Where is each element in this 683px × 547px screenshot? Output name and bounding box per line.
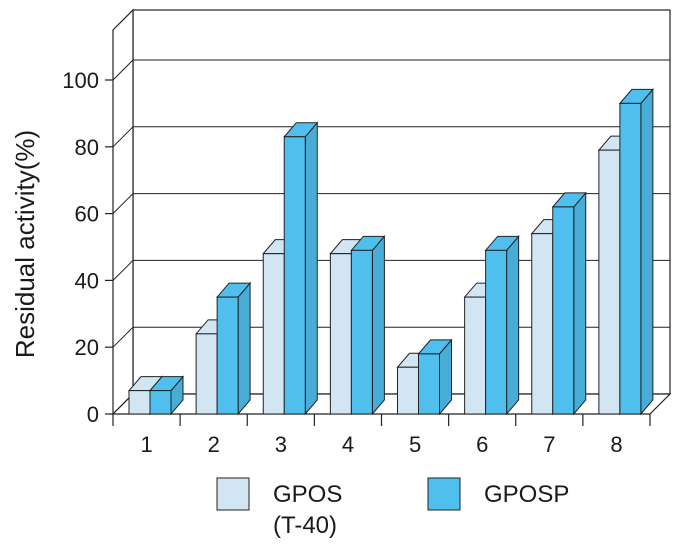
x-tick-label: 4: [342, 432, 354, 457]
gridline-side: [112, 193, 134, 214]
x-tick-label: 6: [476, 432, 488, 457]
y-tick-label: 80: [75, 135, 99, 160]
y-tick-label: 20: [75, 335, 99, 360]
gridline-side: [112, 326, 134, 348]
legend-label: GPOSP: [484, 481, 569, 508]
y-tick-label: 0: [87, 402, 99, 427]
legend-label: GPOS: [273, 481, 342, 508]
bar-gposp: [350, 234, 386, 416]
x-tick-label: 8: [610, 432, 622, 457]
bars: [127, 88, 654, 416]
bar-gposp: [484, 234, 520, 416]
legend-swatch: [427, 477, 461, 511]
y-tick-label: 100: [62, 68, 99, 93]
gridline-side: [112, 126, 134, 148]
bar-gposp: [216, 281, 252, 416]
legend-swatch: [216, 477, 250, 511]
x-tick-label: 3: [275, 432, 287, 457]
x-tick-label: 2: [208, 432, 220, 457]
y-tick-label: 40: [75, 268, 99, 293]
axes: 0 20 40 60 80 100 1 2 3 4 5 6 7 8: [62, 68, 651, 457]
gridline-side: [112, 260, 134, 281]
x-tick-label: 5: [409, 432, 421, 457]
bar-gposp: [148, 375, 185, 416]
gridline-side: [112, 59, 134, 81]
legend-label: (T-40): [273, 512, 337, 539]
y-axis-title: Residual activity(%): [10, 130, 40, 358]
x-tick-label: 7: [543, 432, 555, 457]
bar-gposp: [417, 338, 453, 416]
bar-gposp: [618, 88, 654, 416]
legend: GPOS (T-40) GPOSP: [216, 477, 569, 539]
x-tick-label: 1: [140, 432, 152, 457]
bar-gposp: [551, 191, 587, 416]
y-tick-label: 60: [75, 202, 99, 227]
bar-gposp: [283, 121, 319, 416]
